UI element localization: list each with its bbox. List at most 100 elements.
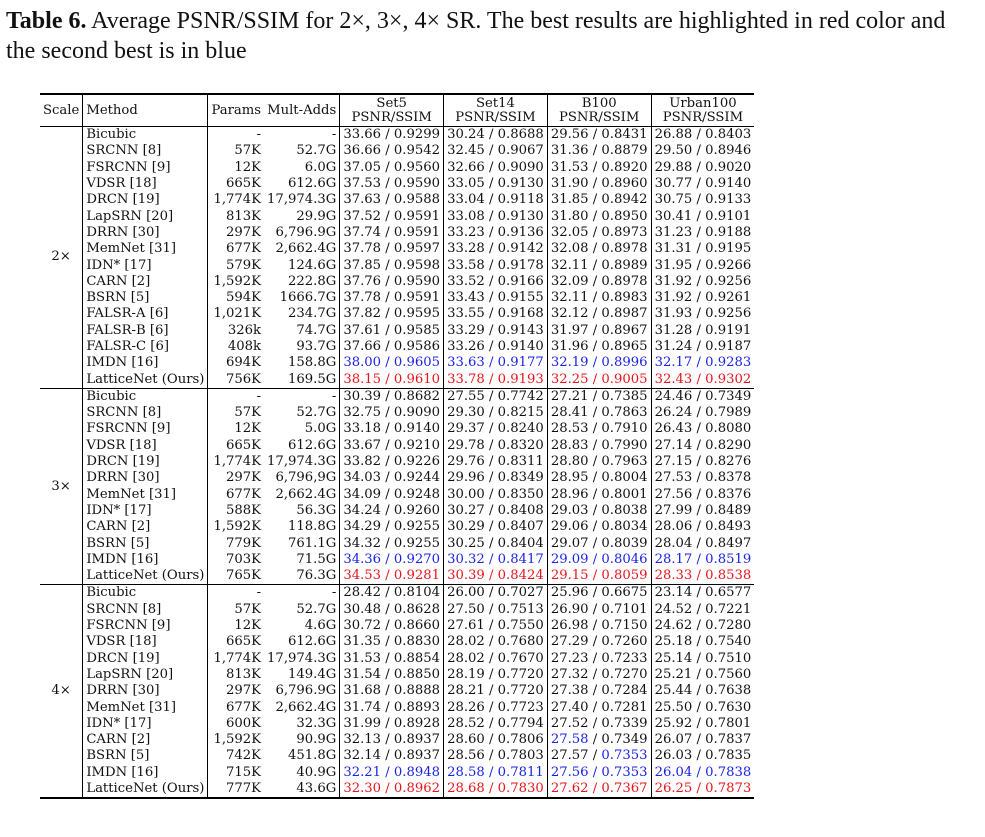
- ssim-value: 0.9067: [497, 143, 544, 159]
- method-cell: IDN* [17]: [82, 502, 209, 520]
- psnr-value: 32.05: [550, 224, 589, 240]
- table-row: FSRCNN [9] 12K 4.6G 30.72 / 0.8660 27.61 / 0…: [40, 617, 754, 635]
- params-cell: 12K: [234, 421, 262, 437]
- ssim-value: 0.8276: [705, 454, 752, 470]
- method-cell: FSRCNN [9]: [82, 421, 209, 438]
- ssim-value: 0.7630: [705, 699, 752, 715]
- params-cell: 12K: [234, 618, 262, 634]
- method-cell: LatticeNet (Ours): [82, 568, 209, 585]
- params-cell: 715K: [226, 764, 262, 780]
- separator: /: [484, 634, 498, 650]
- ssim-value: 0.7838: [705, 764, 752, 780]
- psnr-ssim-cell: 23.14 / 0.6577: [651, 585, 754, 602]
- psnr-ssim-cell: 31.28 / 0.9191: [651, 323, 754, 339]
- psnr-ssim-cell: 29.09 / 0.8046: [547, 551, 652, 569]
- psnr-value: 29.06: [550, 519, 589, 535]
- separator: /: [381, 437, 394, 453]
- psnr-ssim-cell: 32.14 / 0.8937: [339, 748, 445, 765]
- psnr-ssim-cell: 37.82 / 0.9595: [339, 306, 445, 323]
- psnr-value: 33.66: [343, 127, 382, 143]
- separator: /: [381, 781, 394, 797]
- ssim-value: 0.9178: [497, 257, 544, 273]
- ssim-value: 0.8962: [393, 781, 441, 797]
- psnr-value: 27.56: [550, 764, 589, 780]
- psnr-ssim-cell: 33.08 / 0.9130: [443, 208, 548, 225]
- psnr-ssim-cell: 28.68 / 0.7830: [443, 780, 548, 799]
- separator: /: [588, 585, 602, 601]
- caption-text: Average PSNR/SSIM for 2×, 3×, 4× SR. The…: [6, 8, 946, 64]
- separator: /: [484, 437, 498, 453]
- psnr-value: 27.62: [550, 781, 589, 797]
- separator: /: [381, 224, 394, 240]
- separator: /: [692, 634, 706, 650]
- ssim-value: 0.9191: [705, 322, 752, 338]
- psnr-value: 32.09: [550, 273, 589, 289]
- ssim-value: 0.7680: [497, 634, 544, 650]
- psnr-value: 33.43: [447, 290, 485, 306]
- psnr-value: 34.53: [343, 568, 382, 584]
- psnr-ssim-cell: 32.75 / 0.9090: [339, 405, 445, 422]
- method-cell: BSRN [5]: [82, 748, 209, 765]
- psnr-ssim-cell: 26.90 / 0.7101: [547, 601, 652, 618]
- multadds-cell: 6,796.9G: [264, 224, 341, 242]
- psnr-ssim-cell: 27.57 / 0.7353: [547, 748, 652, 765]
- params-cell: 1,774K: [213, 192, 262, 208]
- psnr-value: 32.19: [550, 355, 589, 371]
- multadds-cell: 17,974.3G: [264, 192, 341, 209]
- psnr-ssim-cell: 28.41 / 0.7863: [547, 405, 652, 422]
- header-row: Scale Method Params Mult-Adds Set5 PSNR/S…: [40, 94, 755, 127]
- multadds-cell: 234.7G: [264, 306, 341, 323]
- psnr-ssim-cell: 26.25 / 0.7873: [651, 781, 754, 798]
- table-header: Scale Method Params Mult-Adds Set5 PSNR/S…: [40, 94, 755, 127]
- separator: /: [484, 355, 498, 371]
- multadds-cell: 52.7G: [264, 601, 341, 618]
- separator: /: [381, 666, 394, 682]
- psnr-ssim-cell: 33.58 / 0.9178: [443, 257, 548, 274]
- ssim-value: 0.8937: [393, 732, 441, 748]
- psnr-ssim-cell: 33.67 / 0.9210: [339, 437, 445, 454]
- psnr-value: 27.21: [550, 388, 589, 404]
- ssim-value: 0.8038: [601, 502, 648, 518]
- ssim-value: 0.7811: [497, 764, 544, 780]
- psnr-ssim-cell: 33.43 / 0.9155: [443, 289, 548, 307]
- dataset-name: B100: [581, 95, 617, 111]
- psnr-value: 28.42: [343, 585, 382, 601]
- separator: /: [381, 502, 394, 518]
- separator: /: [588, 127, 602, 143]
- psnr-value: 33.63: [447, 355, 485, 371]
- params-cell: 813K: [226, 666, 262, 682]
- ssim-value: 0.7027: [497, 585, 544, 601]
- ssim-value: 0.7349: [705, 388, 752, 404]
- psnr-value: 31.96: [550, 339, 589, 354]
- psnr-ssim-cell: 36.66 / 0.9542: [339, 143, 445, 160]
- psnr-ssim-cell: 28.83 / 0.7990: [547, 437, 652, 454]
- ssim-value: 0.8850: [393, 666, 441, 682]
- psnr-value: 27.99: [654, 502, 693, 518]
- table-row: LatticeNet (Ours) 777K 43.6G 32.30 / 0.8962…: [40, 780, 754, 799]
- psnr-ssim-cell: 30.39 / 0.8682: [339, 388, 445, 406]
- table-row: LapSRN [20] 813K 149.4G 31.54 / 0.8850 28.19…: [40, 666, 754, 684]
- psnr-value: 38.15: [343, 371, 382, 387]
- separator: /: [381, 748, 394, 764]
- psnr-value: 30.32: [447, 551, 485, 567]
- psnr-value: 27.38: [550, 683, 589, 699]
- method-cell: SRCNN [8]: [82, 143, 209, 160]
- separator: /: [692, 127, 706, 143]
- psnr-ssim-cell: 25.21 / 0.7560: [651, 667, 754, 683]
- method-cell: DRCN [19]: [82, 453, 209, 471]
- multadds-cell: 93.7G: [264, 338, 341, 356]
- psnr-value: 37.74: [343, 224, 382, 240]
- psnr-value: 27.61: [447, 618, 485, 634]
- separator: /: [381, 176, 394, 192]
- separator: /: [692, 290, 706, 306]
- psnr-value: 32.43: [654, 371, 693, 387]
- separator: /: [588, 371, 602, 387]
- separator: /: [588, 634, 602, 650]
- ssim-value: 0.9140: [705, 176, 752, 192]
- psnr-ssim-cell: 28.26 / 0.7723: [443, 699, 548, 716]
- separator: /: [381, 159, 394, 175]
- ssim-value: 0.9143: [497, 322, 544, 338]
- params-cell: 665K: [226, 634, 262, 650]
- ssim-value: 0.8034: [601, 519, 648, 535]
- ssim-value: 0.9302: [705, 371, 752, 387]
